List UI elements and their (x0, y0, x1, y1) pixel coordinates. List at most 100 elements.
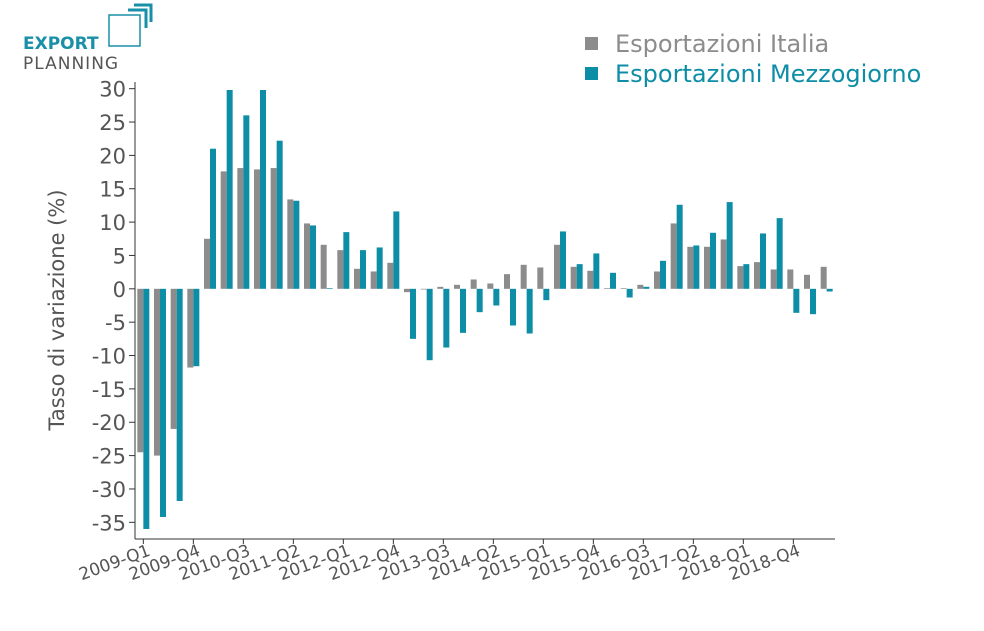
legend-swatch (585, 67, 598, 80)
y-axis-label: Tasso di variazione (%) (45, 189, 69, 431)
bar (287, 199, 294, 289)
bar (760, 233, 766, 289)
bar (460, 288, 466, 333)
bar (476, 288, 483, 313)
bar (493, 288, 500, 306)
bar (687, 246, 694, 289)
logo-arrows (128, 3, 153, 28)
y-tick-label: 20 (99, 144, 126, 168)
bar (660, 260, 666, 289)
bar (410, 288, 416, 339)
logo-text: EXPORT (23, 34, 99, 54)
y-tick-label: 0 (113, 278, 126, 302)
y-tick-label: 5 (113, 244, 126, 268)
bar (720, 239, 727, 289)
bar (404, 288, 410, 293)
bar (443, 288, 450, 348)
bar (643, 286, 650, 289)
bar (426, 288, 433, 361)
bar (293, 200, 300, 289)
bar (704, 246, 710, 289)
bar (487, 283, 494, 289)
bar (360, 250, 366, 289)
bar (420, 288, 427, 290)
bar (187, 288, 194, 368)
bar (520, 264, 527, 289)
bar (626, 288, 633, 298)
bar (260, 90, 266, 289)
bar (454, 284, 460, 289)
logo: EXPORT PLANNING (23, 3, 153, 74)
bar (604, 288, 610, 289)
bar (537, 267, 544, 289)
bar (170, 288, 177, 429)
bar (193, 288, 200, 367)
bar (326, 288, 333, 289)
bar (576, 264, 583, 289)
bar (320, 244, 327, 289)
bar (370, 271, 377, 289)
bar (504, 274, 510, 289)
y-tick-label: -15 (92, 378, 126, 402)
y-tick-label: -35 (92, 511, 126, 535)
bar (176, 288, 183, 501)
bar (354, 268, 360, 289)
bar (610, 272, 616, 289)
bar (620, 288, 627, 289)
bar (220, 171, 227, 289)
bar (820, 266, 827, 289)
bar (670, 223, 677, 289)
legend-swatch (585, 37, 598, 50)
bar (737, 266, 744, 289)
bar (754, 262, 760, 289)
bar (304, 223, 310, 289)
bar (810, 288, 816, 315)
bar (387, 262, 394, 289)
bar (787, 269, 794, 289)
bar (470, 279, 477, 289)
bar (804, 274, 810, 289)
y-tick-label: 30 (99, 78, 126, 102)
logo-box (108, 14, 141, 47)
y-tick-label: 10 (99, 211, 126, 235)
y-tick-label: 15 (99, 178, 126, 202)
bar (310, 225, 316, 289)
bar (210, 148, 216, 289)
bar (654, 271, 660, 289)
bar (376, 247, 383, 289)
bar (270, 168, 277, 289)
bar (254, 169, 260, 289)
bar (437, 286, 444, 289)
logo-text: PLANNING (23, 54, 119, 74)
bar (143, 288, 150, 529)
bar (510, 288, 516, 326)
bar (337, 250, 344, 289)
bar (343, 232, 350, 289)
bar (826, 288, 833, 292)
bar (726, 202, 733, 289)
bar (676, 204, 683, 289)
bar (526, 288, 533, 334)
bar (570, 266, 577, 289)
bar (770, 269, 777, 289)
bar (587, 270, 594, 289)
bar (560, 231, 566, 289)
y-tick-label: 25 (99, 111, 126, 135)
y-tick-label: -20 (92, 411, 126, 435)
bar (226, 90, 233, 289)
bar (243, 115, 250, 289)
bar (276, 140, 283, 289)
bar (793, 288, 800, 313)
bar (160, 288, 166, 517)
bar (743, 264, 750, 289)
bar (393, 211, 400, 289)
bar (593, 253, 600, 289)
y-tick-label: -5 (105, 311, 126, 335)
bar (776, 218, 783, 289)
y-tick-label: -10 (92, 345, 126, 369)
bar (204, 238, 210, 289)
bar (710, 232, 716, 289)
bar (693, 245, 700, 289)
legend-label: Esportazioni Italia (615, 30, 829, 58)
